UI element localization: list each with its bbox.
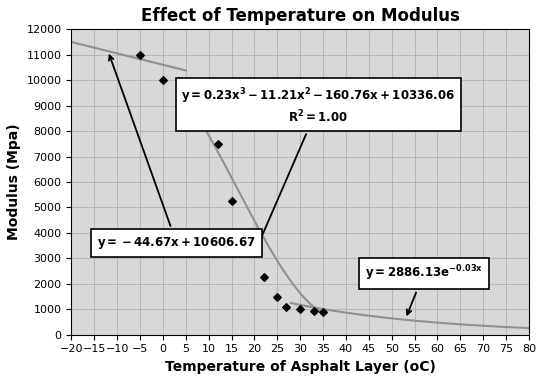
Point <box>273 293 282 299</box>
Point <box>310 307 318 314</box>
Point <box>296 306 305 312</box>
X-axis label: Temperature of Asphalt Layer (oC): Temperature of Asphalt Layer (oC) <box>165 360 435 374</box>
Text: $\mathbf{y = 2886.13e^{-0.03x}}$: $\mathbf{y = 2886.13e^{-0.03x}}$ <box>365 264 483 315</box>
Point <box>250 243 259 249</box>
Point <box>159 77 167 83</box>
Point <box>213 141 222 147</box>
Point <box>136 52 144 58</box>
Text: $\mathbf{y = 0.23x^3 - 11.21x^2 - 160.76x + 10336.06}$
$\mathbf{R^2 = 1.00}$: $\mathbf{y = 0.23x^3 - 11.21x^2 - 160.76… <box>181 86 456 249</box>
Point <box>282 304 291 310</box>
Point <box>259 274 268 280</box>
Y-axis label: Modulus (Mpa): Modulus (Mpa) <box>7 124 21 240</box>
Point <box>227 198 236 204</box>
Title: Effect of Temperature on Modulus: Effect of Temperature on Modulus <box>141 7 459 25</box>
Text: $\mathbf{y = -44.67x + 10606.67}$: $\mathbf{y = -44.67x + 10606.67}$ <box>97 55 256 251</box>
Point <box>319 309 327 315</box>
